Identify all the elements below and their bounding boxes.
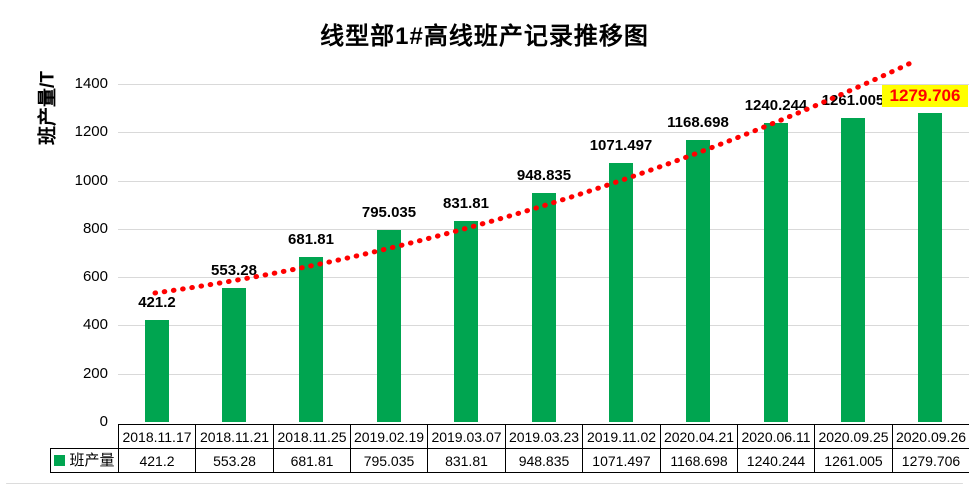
bar-value-label-highlighted: 1279.706 bbox=[882, 85, 968, 107]
bar bbox=[222, 288, 246, 422]
date-cell: 2019.02.19 bbox=[350, 424, 428, 449]
bar bbox=[145, 320, 169, 422]
y-tick-label: 200 bbox=[82, 365, 108, 382]
y-tick-label: 800 bbox=[82, 220, 108, 237]
date-cell: 2018.11.25 bbox=[273, 424, 351, 449]
bar-value-label: 1071.497 bbox=[589, 137, 653, 154]
y-tick-label: 1400 bbox=[74, 75, 108, 92]
legend-label: 班产量 bbox=[69, 451, 115, 469]
y-tick-label: 1200 bbox=[74, 123, 108, 140]
value-cell: 1168.698 bbox=[660, 448, 738, 473]
date-cell: 2018.11.17 bbox=[118, 424, 196, 449]
date-cell: 2020.04.21 bbox=[660, 424, 738, 449]
bar-value-label: 948.835 bbox=[516, 167, 572, 184]
legend-cell: 班产量 bbox=[50, 448, 119, 473]
bar-value-label: 421.2 bbox=[138, 294, 176, 311]
date-cell: 2019.11.02 bbox=[582, 424, 661, 449]
bar-value-label: 553.28 bbox=[211, 262, 257, 279]
bar bbox=[299, 257, 323, 422]
value-cell: 1261.005 bbox=[814, 448, 893, 473]
bar-value-label: 1168.698 bbox=[667, 114, 729, 131]
bar bbox=[377, 230, 401, 422]
date-cell: 2020.09.26 bbox=[892, 424, 969, 449]
value-cell: 1071.497 bbox=[582, 448, 661, 473]
date-cell: 2020.09.25 bbox=[814, 424, 893, 449]
value-cell: 948.835 bbox=[505, 448, 583, 473]
value-cell: 681.81 bbox=[273, 448, 351, 473]
y-tick-label: 400 bbox=[82, 316, 108, 333]
value-cell: 553.28 bbox=[195, 448, 274, 473]
value-cell: 1279.706 bbox=[892, 448, 969, 473]
bar-value-label: 831.81 bbox=[443, 195, 489, 212]
grid-line bbox=[118, 84, 969, 85]
date-cell: 2020.06.11 bbox=[737, 424, 815, 449]
bar bbox=[918, 113, 942, 422]
window-bottom-border bbox=[6, 483, 963, 484]
y-tick-label: 1000 bbox=[74, 172, 108, 189]
bar bbox=[764, 123, 788, 422]
y-tick-label: 600 bbox=[82, 268, 108, 285]
bar-value-label: 681.81 bbox=[288, 231, 334, 248]
value-cell: 795.035 bbox=[350, 448, 428, 473]
chart-title: 线型部1#高线班产记录推移图 bbox=[320, 23, 649, 50]
bar bbox=[841, 118, 865, 422]
bar bbox=[609, 163, 633, 422]
y-tick-label: 0 bbox=[99, 413, 108, 430]
date-cell: 2019.03.07 bbox=[427, 424, 506, 449]
date-cell: 2019.03.23 bbox=[505, 424, 583, 449]
legend-color-swatch-icon bbox=[54, 455, 66, 466]
date-cell: 2018.11.21 bbox=[195, 424, 274, 449]
value-cell: 1240.244 bbox=[737, 448, 815, 473]
bar bbox=[532, 193, 556, 422]
value-cell: 421.2 bbox=[118, 448, 196, 473]
value-cell: 831.81 bbox=[427, 448, 506, 473]
bar bbox=[686, 140, 710, 422]
bar bbox=[454, 221, 478, 422]
